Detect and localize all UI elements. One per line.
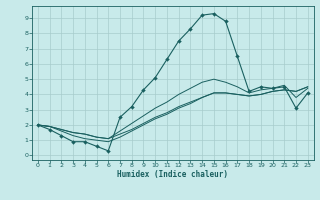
X-axis label: Humidex (Indice chaleur): Humidex (Indice chaleur) bbox=[117, 170, 228, 179]
